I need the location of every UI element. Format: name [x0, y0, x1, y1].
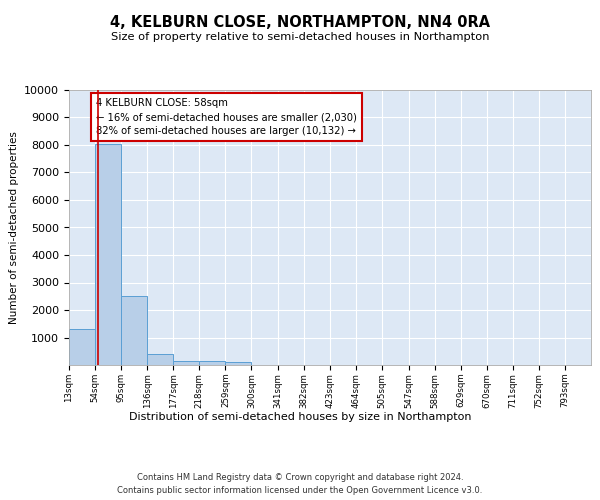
- Bar: [199, 361, 226, 365]
- Bar: [69, 329, 95, 365]
- Text: Contains public sector information licensed under the Open Government Licence v3: Contains public sector information licen…: [118, 486, 482, 495]
- Bar: [95, 144, 121, 365]
- Text: Contains HM Land Registry data © Crown copyright and database right 2024.: Contains HM Land Registry data © Crown c…: [137, 472, 463, 482]
- Bar: [226, 362, 251, 365]
- Y-axis label: Number of semi-detached properties: Number of semi-detached properties: [9, 131, 19, 324]
- Text: 4 KELBURN CLOSE: 58sqm
← 16% of semi-detached houses are smaller (2,030)
82% of : 4 KELBURN CLOSE: 58sqm ← 16% of semi-det…: [97, 98, 357, 136]
- Text: Distribution of semi-detached houses by size in Northampton: Distribution of semi-detached houses by …: [129, 412, 471, 422]
- Bar: [147, 354, 173, 365]
- Text: Size of property relative to semi-detached houses in Northampton: Size of property relative to semi-detach…: [111, 32, 489, 42]
- Bar: [121, 296, 147, 365]
- Text: 4, KELBURN CLOSE, NORTHAMPTON, NN4 0RA: 4, KELBURN CLOSE, NORTHAMPTON, NN4 0RA: [110, 15, 490, 30]
- Bar: [173, 361, 199, 365]
